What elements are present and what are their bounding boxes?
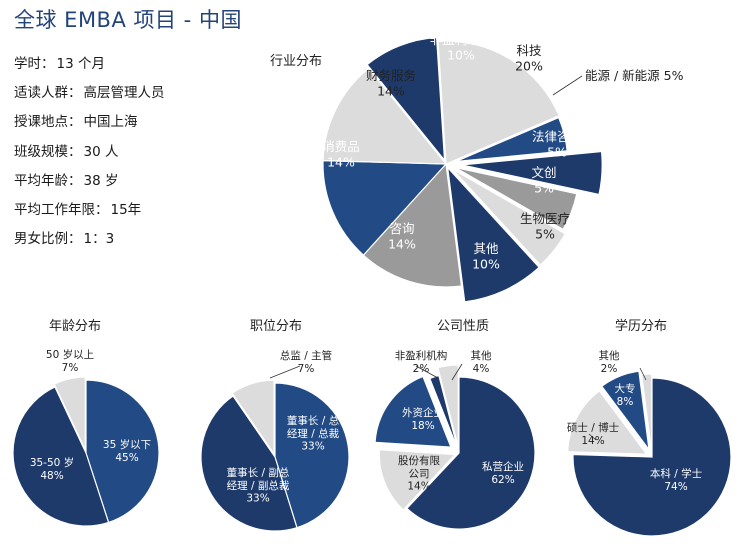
slice-label-position-1: 董事长 / 副总经理 / 副总裁 33% [227, 466, 290, 505]
pie-slice-education-3 [640, 373, 653, 454]
leader-line [552, 75, 583, 96]
chart-age: 年龄分布 35 岁以下 45% 35-50 岁 48% 50 岁以上 7% [12, 319, 160, 527]
pie-slice-industry-3 [461, 150, 603, 196]
chart-title-company: 公司性质 [437, 319, 489, 334]
slice-label-company-0: 私营企业 62% [482, 460, 524, 486]
pie-slice-industry-2 [455, 116, 568, 163]
pie-slice-age-0 [85, 379, 160, 524]
slice-label-education-3: 其他 2% [599, 349, 620, 375]
pie-slice-industry-5 [451, 168, 567, 266]
slice-label-industry-7: 咨询 14% [388, 221, 416, 251]
pie-slice-industry-9 [322, 67, 448, 165]
pie-slice-industry-8 [322, 159, 448, 256]
slice-label-company-2: 外资企业 18% [402, 406, 444, 432]
slice-label-education-1: 硕士 / 博士 14% [567, 421, 619, 447]
chart-title-age: 年龄分布 [49, 319, 101, 334]
slice-label-position-2: 总监 / 主管 7% [280, 349, 332, 375]
pie-slice-education-1 [567, 390, 648, 455]
slice-label-age-1: 35-50 岁 48% [30, 456, 74, 482]
fact-audience: 适读人群： 高层管理人员 [14, 79, 165, 108]
pie-slice-age-1 [12, 386, 110, 527]
slice-label-industry-2: 能源 / 新能源 5% [585, 68, 684, 83]
slice-label-company-1: 股份有限公司 14% [398, 454, 440, 493]
slice-label-age-2: 50 岁以上 7% [46, 348, 94, 374]
slice-label-industry-6: 其他 10% [472, 241, 500, 271]
fact-class-size: 班级规模： 30 人 [14, 138, 165, 167]
fact-value: 1：3 [83, 231, 115, 248]
fact-value: 中国上海 [83, 114, 138, 131]
chart-title-industry: 行业分布 [270, 54, 322, 69]
page-title: 全球 EMBA 项目 - 中国 [14, 8, 242, 32]
slice-label-education-0: 本科 / 学士 74% [650, 467, 702, 493]
slice-label-industry-8: 消费品 14% [322, 139, 360, 169]
fact-work-years: 平均工作年限： 15年 [14, 196, 165, 225]
fact-label: 男女比例： [14, 231, 82, 248]
fact-average-age: 平均年龄： 38 岁 [14, 167, 165, 196]
fact-label: 平均年龄： [14, 172, 82, 189]
pie-slice-company-1 [378, 449, 457, 511]
leader-line [588, 433, 597, 441]
slice-label-company-4: 其他 4% [471, 349, 492, 375]
chart-title-education: 学历分布 [615, 318, 667, 334]
pie-slice-age-2 [53, 376, 86, 451]
fact-value: 30 人 [83, 143, 119, 160]
chart-industry: 行业分布 非盈利组织 10% 科技 20% 能源 / 新能源 5% 法律咨询 5% 文创 5% 生物… [270, 32, 684, 303]
pie-slice-education-0 [572, 377, 732, 537]
fact-label: 平均工作年限： [14, 201, 109, 218]
pie-slice-company-2 [374, 375, 452, 448]
pie-slice-industry-1 [437, 40, 560, 165]
fact-label: 授课地点： [14, 114, 82, 131]
pie-slice-position-2 [231, 379, 275, 457]
slice-label-industry-5: 生物医疗 5% [520, 211, 570, 241]
leader-line [639, 367, 647, 381]
slice-label-age-0: 35 岁以下 45% [103, 438, 151, 464]
pie-slice-position-0 [274, 382, 350, 529]
fact-value: 15年 [110, 201, 142, 218]
leader-line [451, 363, 463, 381]
pie-slice-industry-0 [366, 36, 446, 163]
slice-label-education-2: 大专 8% [615, 382, 636, 408]
program-facts: 学时： 13 个月 适读人群： 高层管理人员 授课地点： 中国上海 班级规模： 30 人… [14, 50, 165, 254]
pie-slice-industry-6 [446, 165, 540, 303]
pie-slice-company-3 [429, 374, 459, 450]
slice-label-industry-4: 文创 5% [531, 165, 556, 195]
fact-gender-ratio: 男女比例： 1：3 [14, 225, 165, 254]
leader-line [415, 365, 439, 379]
pie-slice-industry-4 [455, 166, 578, 231]
slice-label-industry-9: 财务服务 14% [366, 68, 416, 98]
fact-duration: 学时： 13 个月 [14, 50, 165, 79]
slice-label-industry-0: 非盈利组织 10% [430, 32, 493, 62]
pie-slice-company-0 [406, 376, 536, 530]
fact-label: 适读人群： [14, 85, 82, 102]
slice-label-industry-3: 法律咨询 5% [532, 129, 582, 159]
fact-location: 授课地点： 中国上海 [14, 108, 165, 137]
fact-label: 班级规模： [14, 143, 82, 160]
pie-slice-education-2 [600, 370, 650, 452]
pie-slice-company-4 [437, 364, 459, 448]
chart-title-position: 职位分布 [250, 319, 302, 334]
slice-label-position-0: 董事长 / 总经理 / 总裁 33% [287, 414, 340, 453]
fact-label: 学时： [14, 56, 55, 72]
pie-slice-position-1 [200, 395, 298, 532]
fact-value: 高层管理人员 [83, 85, 165, 102]
pie-slice-industry-7 [362, 162, 463, 288]
fact-value: 38 岁 [83, 172, 119, 189]
leader-line [269, 365, 301, 379]
fact-value: 13 个月 [56, 56, 105, 72]
slice-label-industry-1: 科技 20% [515, 43, 543, 73]
